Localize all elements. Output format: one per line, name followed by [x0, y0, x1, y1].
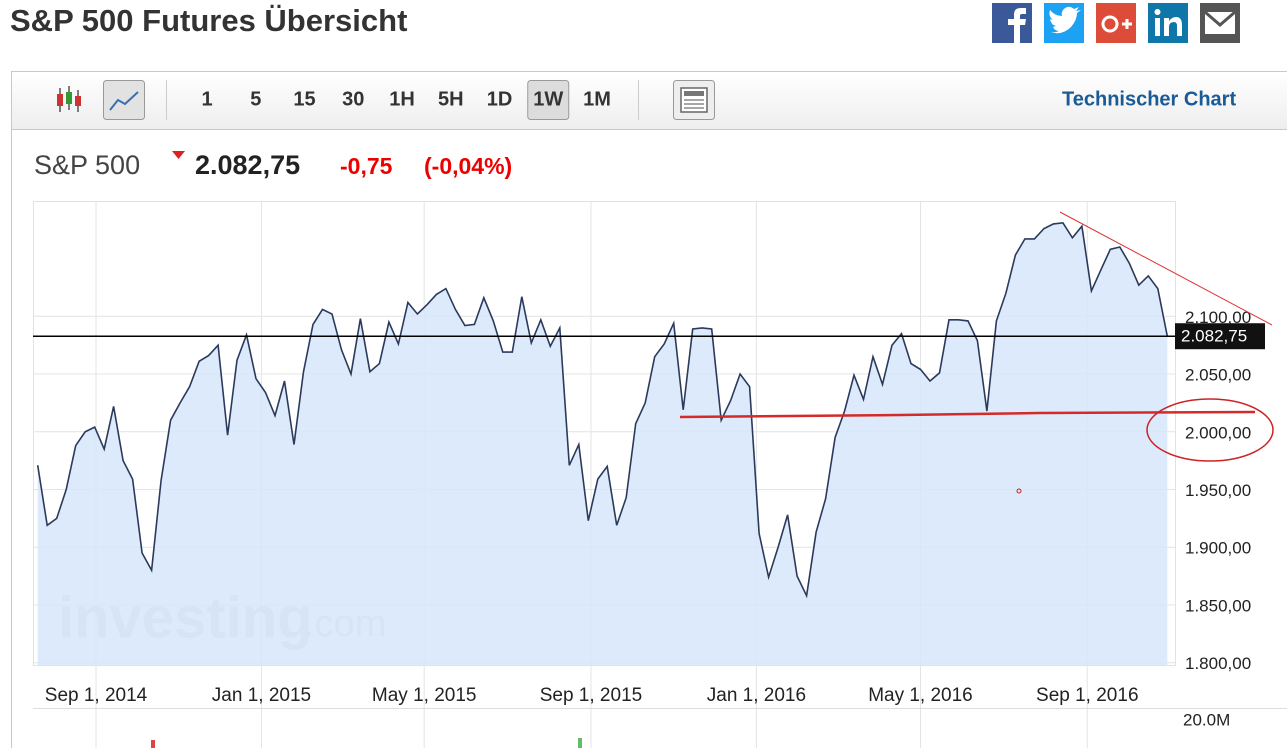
down-arrow	[172, 151, 185, 159]
support-line	[679, 410, 1256, 419]
share-icons	[992, 3, 1240, 43]
change-percent: (-0,04%)	[424, 153, 512, 179]
trend-line	[1059, 211, 1273, 326]
interval-button[interactable]: 1W	[533, 88, 563, 110]
x-tick-label: Jan 1, 2016	[707, 685, 806, 706]
volume-label: 20.0M	[1183, 710, 1230, 729]
interval-button[interactable]: 1M	[583, 88, 611, 110]
x-tick-label: Sep 1, 2016	[1036, 685, 1138, 706]
interval-button[interactable]: 1H	[389, 88, 415, 110]
interval-button[interactable]: 5	[250, 88, 261, 110]
x-tick-label: Jan 1, 2015	[212, 685, 311, 706]
x-tick-label: May 1, 2015	[372, 685, 477, 706]
page-title: S&P 500 Futures Übersicht	[10, 3, 407, 38]
y-tick-label: 1.850,00	[1185, 596, 1251, 615]
last-price-box	[1175, 323, 1265, 350]
volume-bar	[578, 738, 582, 748]
price: 2.082,75	[195, 150, 300, 180]
y-tick-label: 2.000,00	[1185, 423, 1251, 442]
interval-button[interactable]: 1	[201, 88, 212, 110]
y-tick-label: 1.950,00	[1185, 481, 1251, 500]
y-tick-label: 1.900,00	[1185, 539, 1251, 558]
annotation-dot	[1016, 488, 1022, 494]
line	[36, 221, 1169, 599]
y-tick-label: 1.800,00	[1185, 654, 1251, 673]
volume-bar	[151, 740, 155, 748]
line-chart-button[interactable]	[103, 80, 145, 120]
interval-button[interactable]: 15	[293, 88, 315, 110]
last-price-label: 2.082,75	[1181, 327, 1247, 346]
x-tick-label: May 1, 2016	[868, 685, 973, 706]
y-tick-label: 2.100,00	[1185, 308, 1251, 327]
change: -0,75	[340, 153, 393, 179]
interval-button[interactable]: 5H	[438, 88, 464, 110]
technical-chart-link[interactable]: Technischer Chart	[1062, 88, 1236, 110]
y-tick-label: 2.050,00	[1185, 366, 1251, 385]
interval-button[interactable]: 1D	[487, 88, 513, 110]
toolbar	[12, 72, 1287, 129]
x-tick-label: Sep 1, 2015	[540, 685, 642, 706]
line-icon	[109, 91, 139, 111]
candle-icon[interactable]	[57, 86, 81, 112]
x-tick-label: Sep 1, 2014	[45, 685, 148, 706]
interval-active	[527, 80, 570, 120]
instrument-name: S&P 500	[34, 150, 140, 180]
chart: Sep 1, 2014 Jan 1, 2015 May 1, 2015 Sep 1, …	[33, 201, 1287, 748]
area	[37, 222, 1168, 666]
settings-button[interactable]	[673, 80, 715, 120]
highlight-ellipse	[1146, 398, 1274, 462]
interval-button[interactable]: 30	[342, 88, 364, 110]
